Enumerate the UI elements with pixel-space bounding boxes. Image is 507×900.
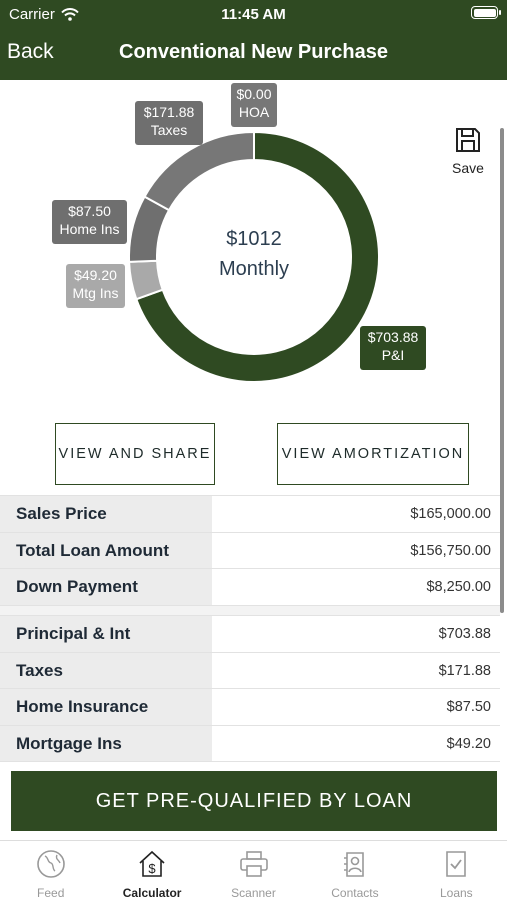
table-row: Sales Price $165,000.00 bbox=[0, 496, 500, 533]
row-value: $703.88 bbox=[438, 626, 491, 642]
tab-bar: Feed $ Calculator Scanner Contacts Loans bbox=[0, 840, 507, 900]
slice-label-pi: $703.88 P&I bbox=[360, 326, 426, 370]
donut-slice-p-i bbox=[135, 130, 380, 383]
slice-label-home-ins: $87.50 Home Ins bbox=[52, 200, 127, 244]
slice-value-mtg-ins: $49.20 bbox=[74, 267, 117, 283]
floppy-disk-icon bbox=[456, 127, 480, 152]
row-label: Mortgage Ins bbox=[0, 725, 212, 761]
top-bar: Carrier 11:45 AM Back Conventional New P… bbox=[0, 0, 507, 80]
tab-label: Scanner bbox=[231, 886, 276, 900]
payment-breakdown-table: Principal & Int $703.88 Taxes $171.88 Ho… bbox=[0, 615, 500, 762]
slice-label-taxes: $171.88 Taxes bbox=[135, 101, 203, 145]
row-value: $156,750.00 bbox=[410, 542, 491, 559]
row-label: Home Insurance bbox=[0, 689, 212, 725]
printer-icon bbox=[239, 851, 268, 877]
donut-slice-taxes bbox=[143, 130, 255, 212]
tab-label: Loans bbox=[439, 886, 473, 900]
slice-value-pi: $703.88 bbox=[367, 329, 419, 345]
slice-value-hoa: $0.00 bbox=[236, 86, 272, 102]
status-bar: Carrier 11:45 AM bbox=[0, 0, 507, 28]
document-check-icon bbox=[446, 851, 467, 877]
tab-scanner[interactable]: Scanner bbox=[203, 841, 304, 900]
page-title: Conventional New Purchase bbox=[119, 41, 388, 63]
slice-name-hoa: HOA bbox=[238, 104, 270, 120]
row-label: Total Loan Amount bbox=[0, 532, 212, 568]
row-value: $87.50 bbox=[446, 699, 491, 715]
tab-calculator[interactable]: $ Calculator bbox=[101, 841, 202, 900]
table-row: Mortgage Ins $49.20 bbox=[0, 725, 500, 762]
save-label: Save bbox=[452, 159, 484, 176]
svg-text:$: $ bbox=[148, 861, 156, 876]
slice-name-home-ins: Home Ins bbox=[59, 221, 120, 237]
table-row: Down Payment $8,250.00 bbox=[0, 569, 500, 606]
scrollbar[interactable] bbox=[500, 128, 504, 613]
back-button[interactable]: Back bbox=[7, 40, 54, 63]
globe-icon bbox=[36, 850, 65, 878]
status-time: 11:45 AM bbox=[221, 6, 286, 23]
slice-name-taxes: Taxes bbox=[150, 122, 188, 138]
battery-icon bbox=[471, 6, 501, 19]
row-value: $165,000.00 bbox=[410, 506, 491, 522]
loan-summary-table: Sales Price $165,000.00 Total Loan Amoun… bbox=[0, 495, 500, 606]
table-row: Principal & Int $703.88 bbox=[0, 616, 500, 653]
house-dollar-icon: $ bbox=[139, 850, 165, 877]
tab-loans[interactable]: Loans bbox=[406, 841, 507, 900]
donut-svg bbox=[128, 130, 380, 383]
slice-label-hoa: $0.00 HOA bbox=[231, 83, 277, 127]
row-value: $49.20 bbox=[446, 735, 491, 752]
contacts-icon bbox=[343, 852, 364, 877]
row-value: $8,250.00 bbox=[426, 579, 491, 595]
row-label: Sales Price bbox=[0, 496, 212, 532]
table-row: Total Loan Amount $156,750.00 bbox=[0, 532, 500, 569]
get-pre-qualified-button[interactable]: GET PRE-QUALIFIED BY LOAN bbox=[11, 771, 497, 831]
tab-contacts[interactable]: Contacts bbox=[304, 841, 405, 900]
tab-label: Feed bbox=[37, 886, 65, 900]
section-divider bbox=[0, 606, 500, 615]
tab-feed[interactable]: Feed bbox=[0, 841, 101, 900]
view-amortization-button[interactable]: VIEW AMORTIZATION bbox=[277, 423, 469, 485]
tab-label: Contacts bbox=[331, 886, 379, 900]
row-label: Taxes bbox=[0, 652, 212, 688]
slice-value-home-ins: $87.50 bbox=[68, 203, 111, 219]
tab-label: Calculator bbox=[122, 886, 182, 900]
chart-center-amount: $1012 bbox=[226, 228, 282, 250]
table-row: Home Insurance $87.50 bbox=[0, 689, 500, 726]
row-value: $171.88 bbox=[438, 662, 491, 679]
row-label: Down Payment bbox=[0, 569, 212, 605]
chart-center-label: Monthly bbox=[218, 258, 290, 280]
slice-name-pi: P&I bbox=[381, 347, 405, 363]
slice-label-mtg-ins: $49.20 Mtg Ins bbox=[66, 264, 125, 308]
save-button[interactable]: Save bbox=[448, 125, 488, 177]
wifi-icon bbox=[61, 8, 79, 21]
view-and-share-button[interactable]: VIEW AND SHARE bbox=[55, 423, 215, 485]
slice-value-taxes: $171.88 bbox=[143, 104, 195, 120]
carrier-indicator: Carrier bbox=[9, 6, 79, 23]
carrier-label: Carrier bbox=[9, 6, 55, 23]
slice-name-mtg-ins: Mtg Ins bbox=[72, 285, 119, 301]
payment-donut-chart: $1012 Monthly $0.00 HOA $171.88 Taxes $8… bbox=[0, 80, 507, 410]
table-row: Taxes $171.88 bbox=[0, 652, 500, 689]
row-label: Principal & Int bbox=[0, 616, 212, 652]
